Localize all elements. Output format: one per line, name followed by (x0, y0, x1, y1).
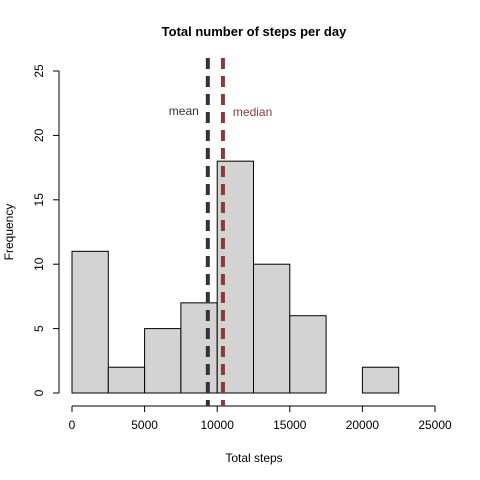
chart-title: Total number of steps per day (162, 24, 347, 39)
y-axis-label: Frequency (2, 204, 16, 261)
x-axis: 0 5000 10000 15000 20000 25000 (69, 405, 452, 432)
y-tick-label: 10 (32, 257, 46, 271)
x-tick-label: 15000 (273, 418, 307, 432)
reference-lines: mean median (169, 58, 272, 406)
y-tick-label: 5 (32, 325, 46, 332)
x-tick-label: 0 (69, 418, 76, 432)
y-tick-label: 20 (32, 128, 46, 142)
y-tick-label: 0 (32, 389, 46, 396)
histogram-bar (180, 302, 218, 394)
y-axis: 0 5 10 15 20 25 (32, 64, 60, 396)
bars-group (71, 160, 400, 394)
y-tick-label: 25 (32, 64, 46, 78)
x-axis-label: Total steps (225, 451, 282, 465)
histogram-bar (144, 328, 182, 394)
y-tick-label: 15 (32, 193, 46, 207)
x-tick-label: 20000 (346, 418, 380, 432)
x-tick-label: 25000 (418, 418, 452, 432)
histogram-bar (289, 315, 327, 394)
x-tick-label: 10000 (201, 418, 235, 432)
histogram-bar (107, 366, 146, 394)
histogram-bar (361, 366, 400, 394)
histogram-bar (71, 250, 109, 394)
histogram-bar (253, 263, 291, 394)
median-label: median (233, 105, 272, 119)
mean-label: mean (169, 104, 199, 118)
x-tick-label: 5000 (131, 418, 158, 432)
